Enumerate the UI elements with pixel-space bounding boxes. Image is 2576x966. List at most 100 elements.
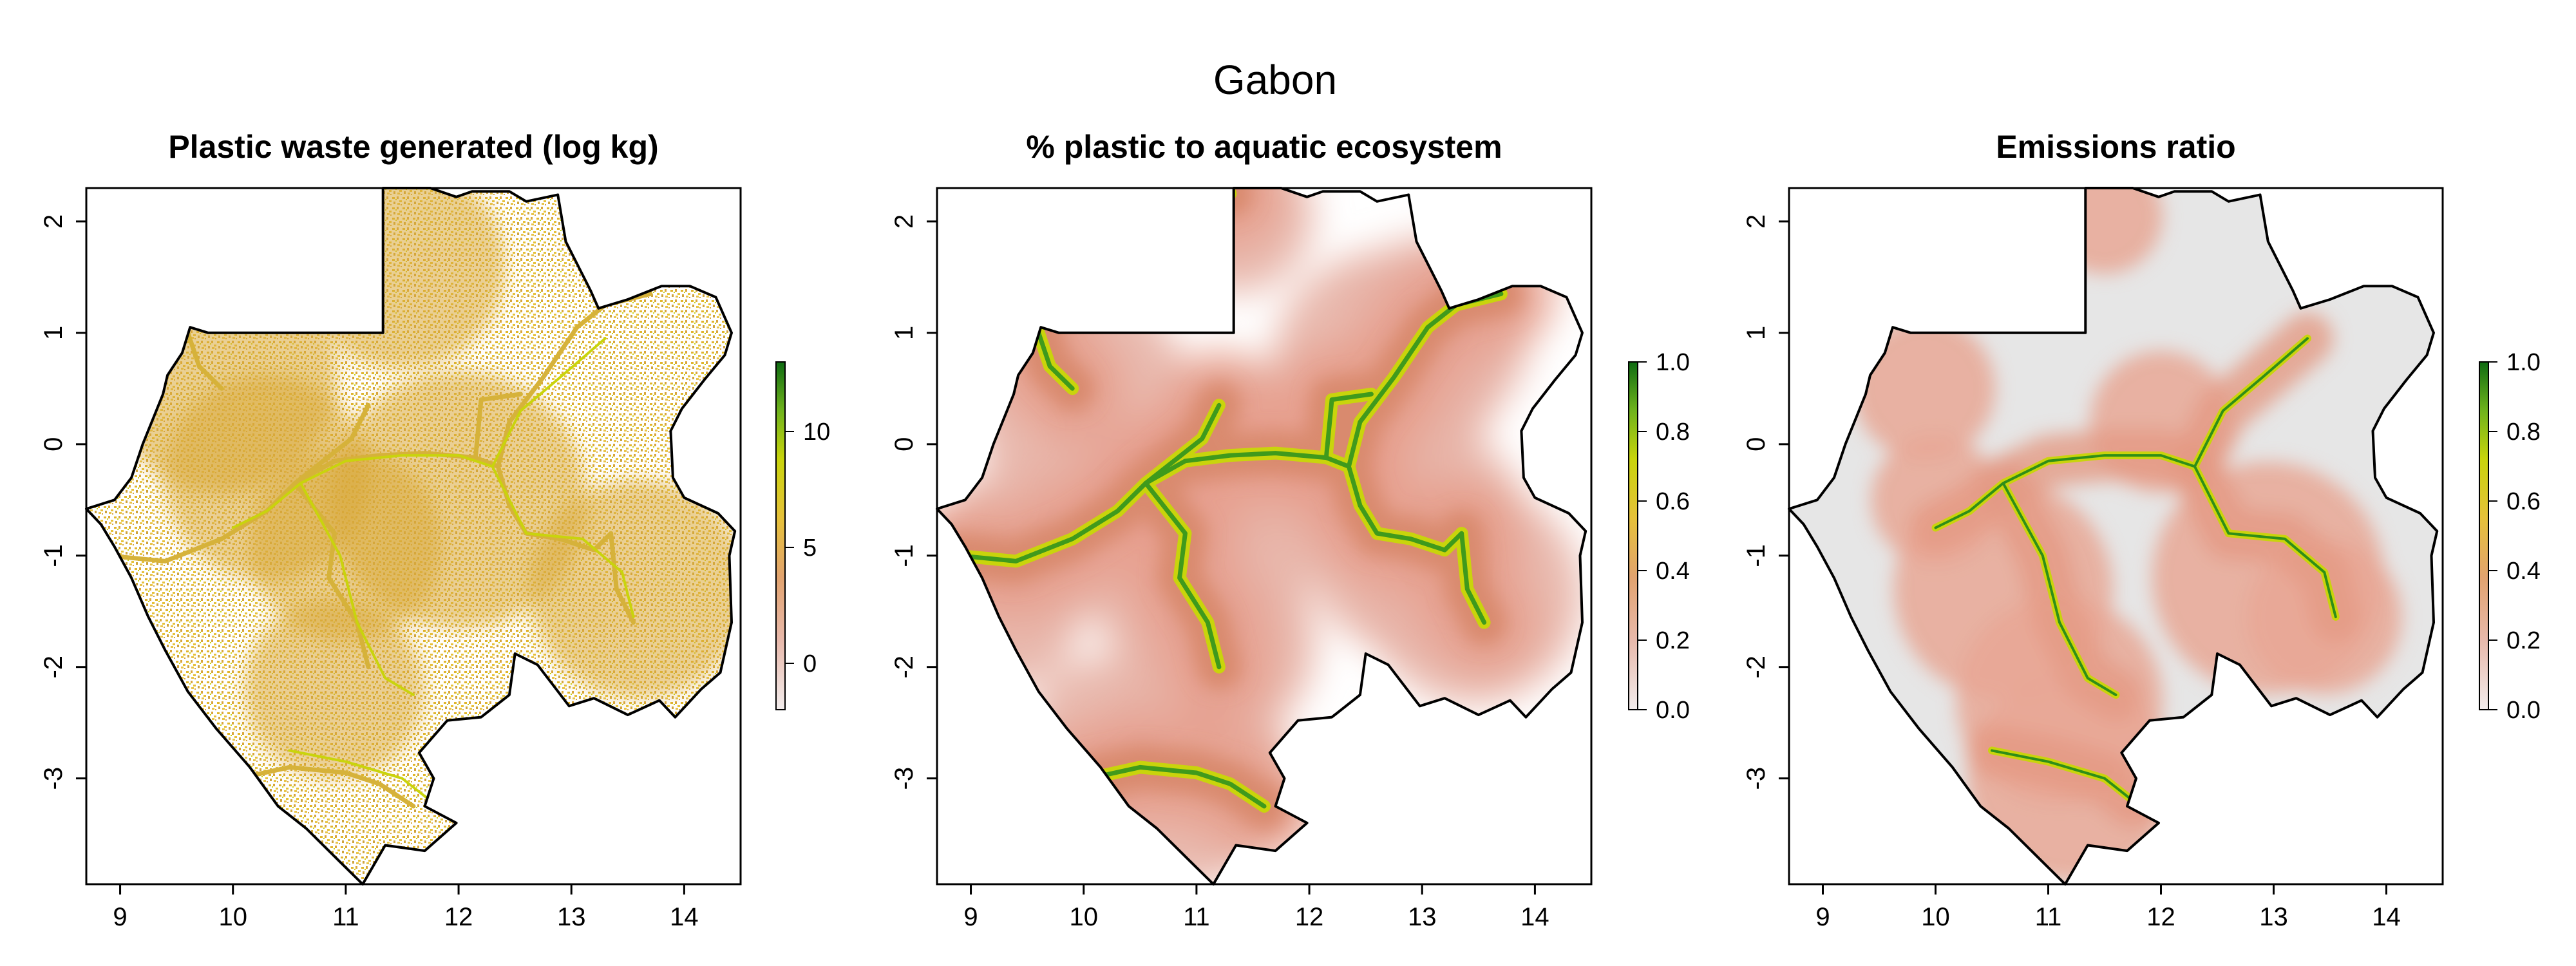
y-tick-label: -1	[39, 544, 68, 567]
y-tick-label: 1	[1742, 326, 1770, 340]
river-core	[2002, 482, 2117, 696]
country-outline	[1788, 187, 2439, 886]
map-raster	[937, 188, 1586, 884]
x-tick-label: 12	[2146, 903, 2175, 931]
x-tick-label: 12	[1295, 903, 1324, 931]
x-tick-label: 10	[1921, 903, 1950, 931]
river-line	[491, 337, 607, 468]
colorbar-tick-label: 10	[803, 419, 830, 446]
y-tick-label: 1	[39, 326, 68, 340]
river-core	[1143, 480, 1222, 670]
river-core	[1036, 330, 1075, 391]
colorbar-tick-label: 0	[803, 650, 817, 677]
y-tick-label: -1	[890, 544, 918, 567]
river-line	[236, 764, 416, 809]
river-line	[292, 402, 371, 486]
panel-title: Plastic waste generated (log kg)	[168, 129, 658, 165]
colorbar-tick-label: 0.4	[1656, 558, 1690, 585]
panel-title: % plastic to aquatic ecosystem	[1026, 129, 1502, 165]
x-tick-label: 14	[670, 903, 699, 931]
river-core	[1323, 392, 1374, 460]
figure-title: Gabon	[1213, 57, 1337, 103]
river-line	[491, 465, 635, 618]
y-tick-label: -2	[1742, 656, 1770, 679]
x-tick-label: 12	[444, 903, 473, 931]
x-tick-label: 13	[1408, 903, 1437, 931]
hotspot	[244, 599, 425, 780]
y-tick-label: -3	[39, 767, 68, 790]
ratio-patch	[1853, 317, 1995, 460]
y-tick-label: -1	[1742, 544, 1770, 567]
river-core	[1087, 764, 1267, 809]
y-tick-label: 2	[39, 214, 68, 229]
colorbar-tick-label: 0.8	[1656, 419, 1690, 446]
colorbar-tick-label: 1.0	[1656, 349, 1690, 376]
x-tick-label: 9	[1815, 903, 1830, 931]
river-core	[1934, 454, 2196, 529]
plot-frame	[85, 187, 742, 886]
colorbar-tick-label: 1.0	[2506, 349, 2541, 376]
y-tick-label: 1	[890, 326, 918, 340]
y-tick-label: 2	[890, 214, 918, 229]
x-tick-label: 9	[113, 903, 127, 931]
hotspot	[299, 188, 506, 370]
river-core	[957, 451, 1351, 564]
x-tick-label: 14	[1520, 903, 1549, 931]
y-tick-label: 2	[1742, 214, 1770, 229]
y-tick-label: 0	[1742, 437, 1770, 451]
y-tick-label: -3	[890, 767, 918, 790]
river-line	[299, 482, 415, 696]
colorbar-tick-label: 0.0	[1656, 697, 1690, 724]
river-core	[2193, 337, 2309, 468]
river-line	[473, 392, 523, 460]
y-tick-label: 0	[890, 437, 918, 451]
y-tick-label: -3	[1742, 767, 1770, 790]
river-core	[1143, 402, 1222, 486]
river-core	[2193, 465, 2337, 618]
colorbar-tick-label: 0.2	[2506, 627, 2541, 654]
colorbar-tick-label: 0.6	[2506, 488, 2541, 515]
x-tick-label: 9	[963, 903, 978, 931]
river-line	[288, 749, 432, 802]
y-tick-label: 0	[39, 437, 68, 451]
country-outline	[85, 187, 737, 886]
river-core	[1459, 531, 1487, 625]
river-line	[609, 531, 636, 625]
colorbar-tick-label: 0.6	[1656, 488, 1690, 515]
hotspot	[249, 448, 442, 641]
x-tick-label: 10	[1069, 903, 1098, 931]
plot-frame	[936, 187, 1593, 886]
x-tick-label: 11	[332, 903, 359, 931]
river-line	[231, 454, 494, 529]
hotspot	[529, 479, 735, 699]
x-tick-label: 14	[2372, 903, 2401, 931]
colorbar	[775, 361, 786, 710]
y-tick-label: -2	[39, 656, 68, 679]
x-tick-label: 10	[218, 903, 247, 931]
x-tick-label: 13	[557, 903, 586, 931]
plot-frame	[1788, 187, 2444, 886]
x-tick-label: 11	[2035, 903, 2062, 931]
map-raster	[86, 188, 735, 884]
colorbar-tick-label: 0.2	[1656, 627, 1690, 654]
colorbar-tick-label: 0.4	[2506, 558, 2541, 585]
y-tick-label: -2	[890, 656, 918, 679]
river-core	[1991, 749, 2134, 802]
colorbar-tick-label: 0.8	[2506, 419, 2541, 446]
colorbar-tick-label: 5	[803, 535, 817, 562]
colorbar	[1628, 361, 1638, 710]
river-line	[185, 330, 224, 391]
colorbar	[2479, 361, 2489, 710]
x-tick-label: 11	[1183, 903, 1210, 931]
country-outline	[936, 187, 1587, 886]
ratio-patch	[2047, 188, 2163, 274]
panel-title: Emissions ratio	[1996, 129, 2235, 165]
river-line	[292, 480, 371, 670]
panel-1: Plastic waste generated (log kg)9 10 11 12 1…	[39, 129, 830, 931]
x-tick-label: 13	[2259, 903, 2288, 931]
colorbar-tick-label: 0.0	[2506, 697, 2541, 724]
map-raster	[1789, 188, 2438, 884]
